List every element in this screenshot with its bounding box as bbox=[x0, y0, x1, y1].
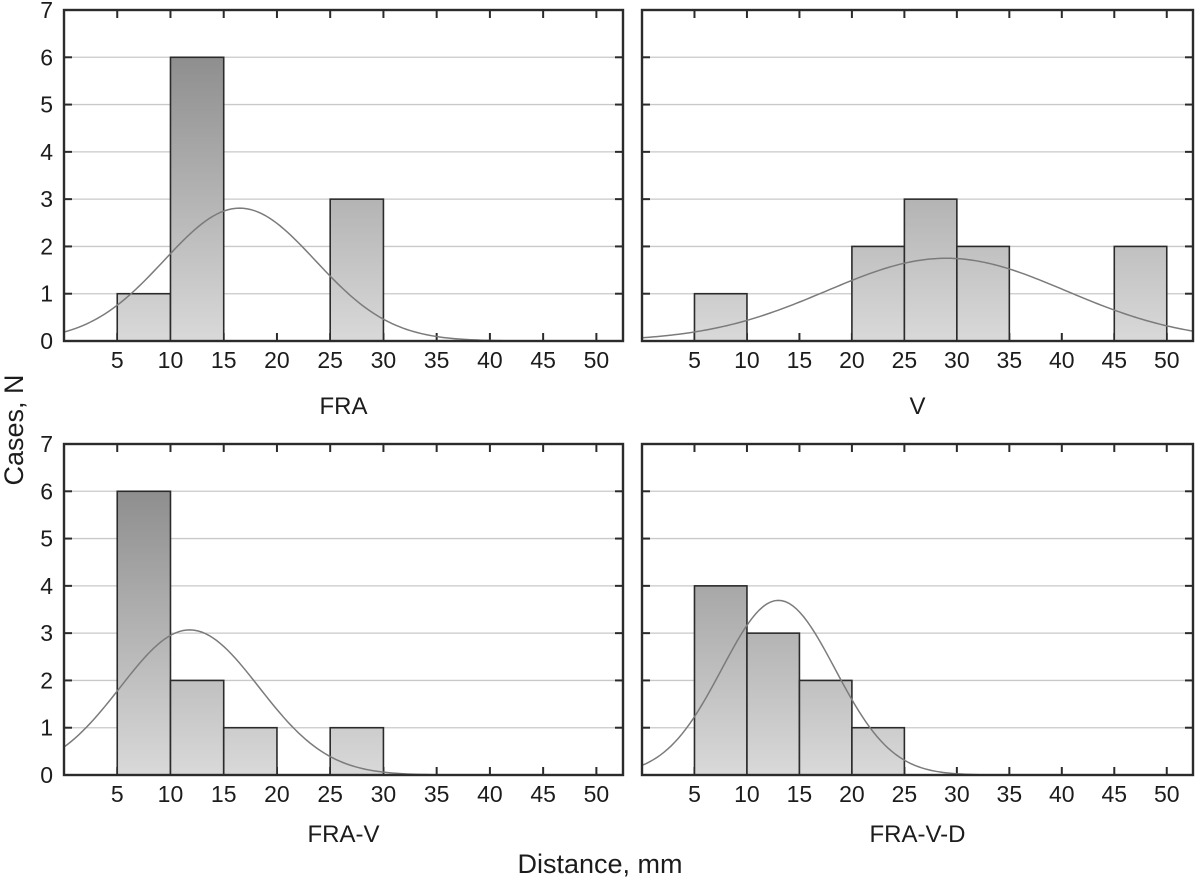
x-tick-label: 5 bbox=[111, 781, 124, 807]
bar bbox=[746, 632, 801, 776]
x-tick-label: 10 bbox=[158, 781, 184, 807]
bar bbox=[169, 679, 225, 776]
y-tick-label: 3 bbox=[40, 620, 53, 646]
x-tick-label: 10 bbox=[158, 347, 184, 373]
x-tick-label: 15 bbox=[787, 781, 813, 807]
x-tick-label: 45 bbox=[1101, 781, 1127, 807]
x-tick-label: 35 bbox=[424, 781, 450, 807]
y-tick-label: 7 bbox=[40, 0, 53, 23]
x-tick-label: 5 bbox=[111, 347, 124, 373]
panel-fra-v-d: 5 10 15 20 25 30 35 40 45 50 bbox=[598, 442, 1196, 821]
x-tick-label: 35 bbox=[997, 781, 1023, 807]
x-tick-label: 50 bbox=[584, 347, 610, 373]
y-tick-label: 5 bbox=[40, 92, 53, 118]
x-tick-label: 5 bbox=[688, 347, 701, 373]
y-tick-label: 4 bbox=[40, 139, 53, 165]
plot-border bbox=[62, 8, 625, 343]
y-tick-label: 5 bbox=[40, 526, 53, 552]
x-tick-label: 30 bbox=[944, 347, 970, 373]
x-tick-label: 45 bbox=[1101, 347, 1127, 373]
panel-fra-v: 5 10 15 20 25 30 35 40 45 50 0 1 2 3 4 5 6 7 bbox=[20, 431, 626, 821]
panel-fra: 5 10 15 20 25 30 35 40 45 50 0 1 2 3 4 5 6 7 bbox=[20, 0, 626, 387]
y-tick-label: 0 bbox=[40, 328, 53, 354]
x-tick-label: 20 bbox=[264, 781, 290, 807]
y-tick-label: 3 bbox=[40, 186, 53, 212]
bar bbox=[851, 726, 906, 776]
panel-title-fra-v: FRA-V bbox=[307, 821, 380, 848]
x-axis-title: Distance, mm bbox=[517, 849, 683, 879]
y-tick-label: 1 bbox=[40, 715, 53, 741]
panel-v: 5 10 15 20 25 30 35 40 45 50 bbox=[598, 8, 1196, 387]
histogram-v: 5 10 15 20 25 30 35 40 45 50 bbox=[640, 8, 1195, 373]
x-tick-label: 25 bbox=[892, 781, 918, 807]
panel-title-v: V bbox=[909, 393, 926, 420]
x-tick-label: 25 bbox=[317, 347, 343, 373]
bar bbox=[116, 490, 172, 776]
x-tick-label: 20 bbox=[839, 347, 865, 373]
x-tick-label: 50 bbox=[584, 781, 610, 807]
x-tick-label: 40 bbox=[1049, 347, 1075, 373]
bar bbox=[169, 56, 225, 342]
bar bbox=[329, 198, 385, 342]
bar bbox=[798, 679, 853, 776]
y-tick-label: 1 bbox=[40, 281, 53, 307]
x-tick-label: 30 bbox=[371, 781, 397, 807]
bar bbox=[1113, 245, 1168, 342]
x-tick-label: 20 bbox=[839, 781, 865, 807]
x-tick-label: 20 bbox=[264, 347, 290, 373]
histogram-fra-v-d: 5 10 15 20 25 30 35 40 45 50 bbox=[640, 442, 1195, 807]
bar bbox=[903, 198, 958, 342]
x-tick-label: 40 bbox=[1049, 781, 1075, 807]
plot-border bbox=[62, 442, 625, 777]
y-tick-label: 2 bbox=[40, 667, 53, 693]
x-tick-label: 45 bbox=[530, 781, 556, 807]
bar bbox=[116, 292, 172, 342]
bar bbox=[693, 585, 748, 776]
plot-border bbox=[640, 8, 1195, 343]
bar bbox=[956, 245, 1011, 342]
x-tick-label: 35 bbox=[424, 347, 450, 373]
x-tick-label: 30 bbox=[371, 347, 397, 373]
y-tick-label: 2 bbox=[40, 233, 53, 259]
y-tick-label: 6 bbox=[40, 478, 53, 504]
bar bbox=[693, 292, 748, 342]
x-tick-label: 15 bbox=[211, 781, 237, 807]
x-tick-label: 35 bbox=[997, 347, 1023, 373]
bar bbox=[851, 245, 906, 342]
x-tick-label: 25 bbox=[892, 347, 918, 373]
x-tick-label: 10 bbox=[734, 347, 760, 373]
y-tick-label: 4 bbox=[40, 573, 53, 599]
x-tick-label: 5 bbox=[688, 781, 701, 807]
x-tick-label: 40 bbox=[477, 781, 503, 807]
x-tick-label: 15 bbox=[787, 347, 813, 373]
y-tick-label: 7 bbox=[40, 431, 53, 457]
panel-title-fra-v-d: FRA-V-D bbox=[869, 821, 966, 848]
x-tick-label: 25 bbox=[317, 781, 343, 807]
x-tick-label: 45 bbox=[530, 347, 556, 373]
plot-border bbox=[640, 442, 1195, 777]
x-tick-label: 30 bbox=[944, 781, 970, 807]
normal-curve bbox=[641, 257, 1194, 339]
panel-title-fra: FRA bbox=[319, 393, 368, 420]
y-tick-label: 0 bbox=[40, 762, 53, 788]
x-tick-label: 50 bbox=[1154, 781, 1180, 807]
bar bbox=[222, 726, 278, 776]
y-tick-label: 6 bbox=[40, 44, 53, 70]
x-tick-label: 50 bbox=[1154, 347, 1180, 373]
x-tick-label: 10 bbox=[734, 781, 760, 807]
x-tick-label: 15 bbox=[211, 347, 237, 373]
x-tick-label: 40 bbox=[477, 347, 503, 373]
